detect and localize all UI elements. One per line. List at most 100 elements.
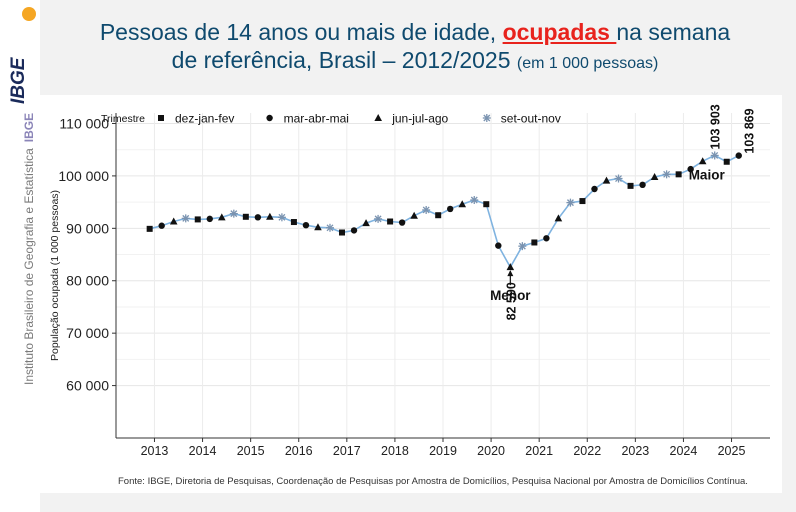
- data-point: [410, 211, 418, 219]
- data-point: [698, 157, 707, 165]
- legend-label: mar-abr-mai: [284, 112, 349, 126]
- data-point: [639, 181, 646, 189]
- data-point: [325, 223, 334, 232]
- x-tick-label: 2023: [621, 444, 649, 458]
- data-point: [710, 151, 719, 160]
- y-axis-label: População ocupada (1 000 pessoas): [49, 190, 61, 361]
- title-part1: Pessoas de 14 anos ou mais de idade,: [99, 19, 503, 45]
- legend-label: dez-jan-fev: [175, 112, 234, 126]
- title-highlight: ocupadas: [502, 19, 617, 45]
- data-point: [350, 227, 358, 234]
- max-value-label: 103 903: [709, 104, 723, 149]
- x-tick-label: 2025: [718, 444, 746, 458]
- data-point: [735, 152, 742, 159]
- data-point: [339, 229, 346, 236]
- left-sidebar: IBGE Instituto Brasileiro de Geografia e…: [0, 0, 40, 512]
- data-point: [495, 242, 502, 249]
- min-label: Menor: [490, 288, 531, 303]
- title-line2: de referência, Brasil – 2012/2025: [171, 47, 517, 73]
- source-note: Fonte: IBGE, Diretoria de Pesquisas, Coo…: [118, 476, 748, 487]
- title-unit: (em 1 000 pessoas): [516, 55, 659, 72]
- data-point: [554, 214, 563, 222]
- occupied-population-chart: 60 000 70 000 80 000 90 000 100 000 110 000 20…: [49, 104, 770, 458]
- y-tick-label: 70 000: [66, 325, 109, 341]
- data-point: [146, 225, 153, 232]
- x-tick-label: 2019: [429, 444, 457, 458]
- title-part2: na semana: [616, 19, 731, 45]
- data-point: [675, 171, 682, 178]
- data-point: [206, 215, 213, 223]
- data-point: [194, 216, 201, 223]
- y-tick-label: 90 000: [66, 220, 109, 236]
- data-point: [518, 242, 527, 251]
- x-tick-label: 2024: [670, 444, 698, 458]
- x-tick-label: 2014: [189, 444, 217, 458]
- institute-name: Instituto Brasileiro de Geografia e Esta…: [22, 148, 36, 385]
- last-value-label: 103 869: [743, 108, 757, 153]
- data-point: [458, 200, 467, 208]
- data-point: [398, 219, 406, 226]
- x-tick-label: 2017: [333, 444, 361, 458]
- legend-label: set-out-nov: [501, 112, 561, 126]
- data-point: [362, 219, 370, 227]
- data-point: [591, 185, 598, 193]
- y-tick-label: 80 000: [66, 273, 109, 289]
- data-point: [579, 198, 586, 205]
- data-point: [650, 172, 659, 180]
- x-tick-label: 2021: [525, 444, 553, 458]
- data-point: [614, 174, 623, 183]
- legend-symbol: [374, 114, 382, 121]
- y-tick-label: 60 000: [66, 378, 109, 394]
- data-point: [543, 235, 550, 242]
- data-point: [627, 182, 634, 189]
- data-point: [470, 196, 479, 205]
- data-point: [435, 212, 442, 219]
- data-point: [662, 170, 671, 179]
- data-point: [290, 219, 297, 226]
- x-tick-label: 2018: [381, 444, 409, 458]
- x-tick-label: 2015: [237, 444, 265, 458]
- data-point: [169, 217, 178, 225]
- chart-panel: 60 000 70 000 80 000 90 000 100 000 110 000 20…: [38, 95, 782, 493]
- data-point: [242, 213, 249, 220]
- series-line: [149, 154, 740, 269]
- legend-symbol: [482, 114, 491, 122]
- ibge-logo: IBGE: [8, 7, 36, 104]
- data-point: [447, 205, 454, 213]
- legend-symbol: [158, 115, 164, 121]
- min-arrowhead: [507, 270, 514, 277]
- legend-label: jun-jul-ago: [391, 112, 448, 126]
- data-point: [602, 176, 611, 184]
- page-title: Pessoas de 14 anos ou mais de idade, ocu…: [50, 18, 780, 78]
- data-point: [314, 223, 322, 231]
- x-tick-label: 2016: [285, 444, 313, 458]
- min-value-label: 82 590: [504, 282, 518, 320]
- data-point: [277, 213, 286, 222]
- data-point: [158, 222, 165, 229]
- data-point: [254, 214, 262, 221]
- y-tick-label: 110 000: [59, 115, 109, 131]
- data-point: [217, 213, 226, 221]
- data-point: [387, 218, 394, 225]
- legend-symbol: [266, 114, 273, 122]
- data-point: [506, 263, 515, 271]
- x-tick-label: 2013: [141, 444, 169, 458]
- data-point: [302, 221, 310, 229]
- legend-title: Trimestre: [101, 113, 145, 125]
- data-point: [531, 239, 538, 246]
- logo-text: IBGE: [8, 56, 29, 104]
- institute-vertical-label: Instituto Brasileiro de Geografia e Esta…: [22, 113, 36, 385]
- x-tick-label: 2022: [573, 444, 601, 458]
- max-label: Maior: [689, 167, 726, 182]
- data-point: [687, 165, 694, 173]
- x-tick-label: 2020: [477, 444, 505, 458]
- data-point: [566, 198, 575, 207]
- data-point: [229, 209, 238, 218]
- data-point: [266, 212, 274, 220]
- data-point: [483, 201, 490, 208]
- brand-label: IBGE: [22, 112, 36, 143]
- data-point: [723, 158, 730, 165]
- y-tick-label: 100 000: [58, 168, 109, 184]
- data-point: [422, 205, 431, 214]
- data-point: [374, 214, 383, 223]
